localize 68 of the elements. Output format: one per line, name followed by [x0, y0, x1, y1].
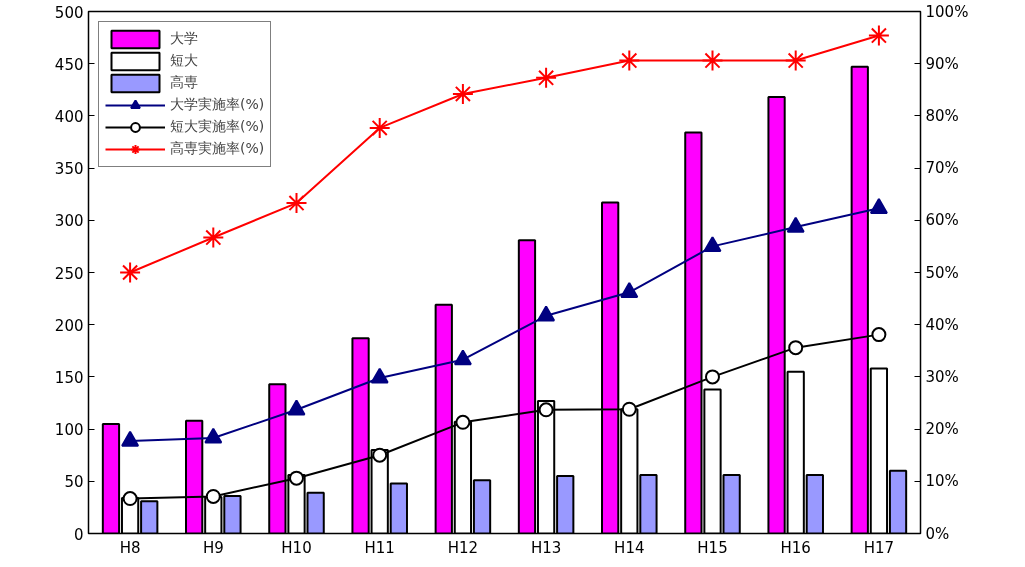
y-tick-label: 150	[54, 368, 84, 387]
x-tick-label: H9	[202, 538, 224, 557]
point	[453, 349, 472, 366]
point	[705, 369, 720, 385]
point	[703, 236, 722, 253]
legend-label: 短大実施率(%)	[170, 117, 265, 136]
x-tick-label: H12	[447, 538, 479, 557]
y-tick-label: 200	[54, 316, 84, 335]
point	[867, 24, 890, 47]
x-tick-label: H13	[530, 538, 562, 557]
y2-tick-label: 80%	[925, 106, 959, 125]
point	[287, 399, 306, 416]
y2-tick-label: 40%	[925, 315, 959, 334]
y2-tick-label: 50%	[925, 263, 959, 282]
y-tick-label: 300	[54, 212, 84, 231]
point	[618, 49, 641, 72]
point	[535, 66, 558, 89]
point	[871, 327, 887, 343]
point	[537, 305, 556, 322]
point	[368, 116, 391, 139]
legend-label: 大学	[170, 29, 198, 48]
x-tick-label: H8	[119, 538, 141, 557]
point	[788, 340, 804, 356]
y2-tick-label: 100%	[925, 2, 969, 21]
point	[119, 261, 142, 284]
y-tick-label: 400	[54, 107, 84, 126]
y2-tick-label: 30%	[925, 367, 959, 386]
legend-label: 高専実施率(%)	[170, 139, 265, 158]
legend-label: 高専	[170, 73, 198, 92]
point	[370, 367, 389, 384]
point	[784, 49, 807, 72]
point	[538, 402, 554, 418]
y-tick-label: 350	[54, 160, 84, 179]
point	[204, 427, 223, 444]
y2-tick-label: 70%	[925, 159, 959, 178]
legend-label: 大学実施率(%)	[170, 95, 265, 114]
point	[121, 430, 140, 447]
y-tick-label: 100	[54, 421, 84, 440]
y2-tick-label: 0%	[925, 524, 950, 543]
x-tick-label: H10	[281, 538, 312, 557]
point	[205, 488, 221, 504]
x-tick-label: H16	[780, 538, 811, 557]
y-tick-label: 500	[54, 3, 84, 22]
x-tick-label: H11	[364, 538, 395, 557]
y2-tick-label: 20%	[925, 420, 959, 439]
point	[620, 282, 639, 298]
point	[122, 491, 138, 507]
point	[451, 82, 474, 105]
y2-tick-label: 60%	[925, 211, 959, 230]
point	[701, 49, 724, 72]
point	[455, 414, 471, 430]
x-tick-label: H15	[697, 538, 728, 557]
point	[202, 226, 225, 249]
point	[285, 192, 308, 215]
y2-tick-label: 10%	[925, 472, 959, 491]
x-tick-label: H14	[614, 538, 645, 557]
point	[372, 447, 388, 463]
y2-tick-label: 90%	[925, 54, 959, 73]
point	[869, 198, 888, 214]
y-tick-label: 0	[73, 525, 84, 544]
legend-label: 短大	[170, 51, 198, 70]
y-tick-label: 250	[54, 264, 84, 283]
y-tick-label: 450	[54, 55, 84, 74]
point	[621, 401, 637, 417]
point	[786, 216, 805, 233]
point	[289, 470, 304, 486]
y-tick-label: 50	[64, 473, 84, 492]
x-tick-label: H17	[863, 538, 895, 557]
